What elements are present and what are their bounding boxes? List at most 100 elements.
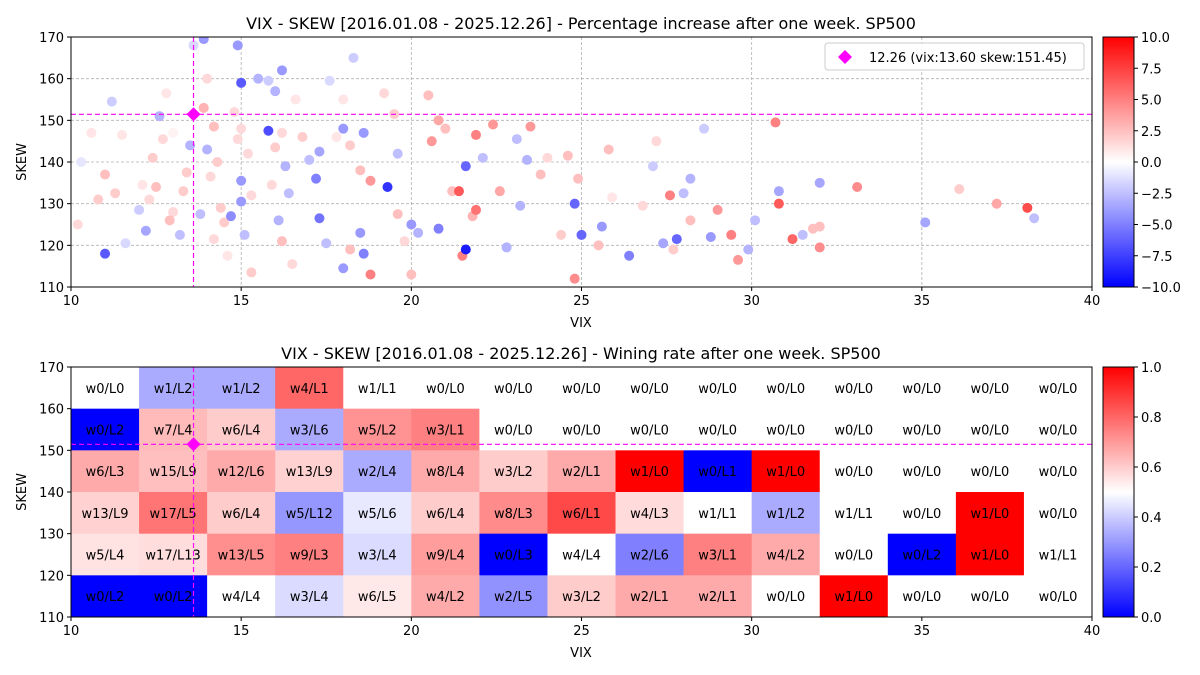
y-tick-label: 170 [39, 361, 64, 376]
heatmap-cell-label: w4/L2 [426, 590, 465, 605]
colorbar-tick-label: 7.5 [1141, 62, 1162, 77]
heatmap-cell-label: w0/L0 [630, 382, 669, 397]
heatmap-cell [343, 367, 412, 410]
colorbar-tick-label: 1.0 [1141, 361, 1162, 376]
scatter-point [365, 175, 376, 186]
heatmap-cell-label: w6/L1 [562, 507, 601, 522]
heatmap-cell-label: w0/L0 [1039, 507, 1078, 522]
heatmap-cell-label: w0/L0 [902, 465, 941, 480]
heatmap-cell-label: w6/L3 [86, 465, 125, 480]
heatmap-cell [343, 533, 412, 576]
heatmap-cell [207, 533, 276, 576]
heatmap-cell [411, 575, 480, 617]
scatter-point [699, 123, 710, 134]
scatter-point [705, 232, 716, 242]
scatter-point [208, 121, 219, 132]
scatter-point [134, 204, 145, 215]
scatter-point [433, 115, 444, 126]
colorbar-tick-label: −7.5 [1141, 250, 1173, 265]
heatmap-cell-label: w17/L13 [145, 549, 200, 564]
heatmap-cell [275, 367, 344, 410]
x-tick-label: 25 [573, 624, 590, 639]
scatter-point [624, 250, 635, 261]
heatmap-cell-label: w0/L2 [86, 424, 125, 439]
scatter-point [392, 209, 403, 220]
heatmap-cell-label: w0/L0 [902, 424, 941, 439]
colorbar-tick-label: 0.4 [1141, 511, 1162, 526]
scatter-point [324, 75, 335, 86]
scatter-point [198, 37, 209, 45]
scatter-panel: VIX - SKEW [2016.01.08 - 2025.12.26] - P… [15, 14, 1181, 331]
scatter-point [222, 250, 233, 261]
scatter-point [100, 169, 111, 180]
heatmap-cell [887, 533, 957, 576]
heatmap-cell-label: w0/L0 [766, 382, 805, 397]
heatmap-cell [887, 450, 957, 493]
scatter-point [147, 152, 158, 163]
heatmap-cell [683, 367, 753, 410]
scatter-point [470, 204, 481, 215]
scatter-point [277, 127, 288, 138]
scatter-point [345, 140, 356, 151]
heatmap-cell-label: w17/L5 [150, 507, 197, 522]
x-tick-label: 35 [914, 294, 931, 309]
scatter-point [168, 127, 179, 138]
scatter-point [246, 190, 257, 201]
heatmap-cell [71, 492, 140, 535]
heatmap-cell [411, 533, 480, 576]
heatmap-cell-label: w0/L1 [698, 465, 737, 480]
scatter-point [117, 129, 128, 140]
scatter-point [100, 248, 111, 259]
scatter-point [242, 148, 253, 159]
scatter-point [164, 215, 175, 226]
heatmap-cell-label: w0/L0 [766, 424, 805, 439]
scatter-point [593, 240, 604, 251]
heatmap-cell [275, 533, 344, 576]
colorbar-tick-label: 10.0 [1141, 31, 1170, 46]
heatmap-cell [751, 533, 821, 576]
heatmap-cell-label: w0/L0 [630, 424, 669, 439]
colorbar-tick-label: 0.0 [1141, 156, 1162, 171]
heatmap-y-ticks: 110 120 130 140 150 160 170 [39, 361, 71, 626]
scatter-point [954, 184, 965, 195]
scatter-point [198, 102, 209, 113]
scatter-point [814, 242, 825, 253]
scatter-point [263, 75, 274, 86]
scatter-point [212, 157, 223, 167]
heatmap-cell [547, 408, 617, 451]
heatmap-cell-label: w13/L9 [81, 507, 128, 522]
scatter-points [72, 37, 1040, 284]
scatter-highlight-lines [71, 37, 1092, 287]
heatmap-cell-label: w0/L2 [902, 549, 941, 564]
heatmap-cell [547, 367, 617, 410]
scatter-point [379, 88, 390, 99]
scatter-point [569, 198, 580, 209]
heatmap-panel: VIX - SKEW [2016.01.08 - 2025.12.26] - W… [15, 344, 1162, 661]
scatter-point [236, 196, 247, 207]
scatter-point [239, 229, 250, 240]
y-tick-label: 110 [39, 281, 64, 296]
heatmap-cell-label: w6/L4 [426, 507, 465, 522]
heatmap-cell [615, 450, 685, 493]
heatmap-cell-label: w1/L0 [630, 465, 669, 480]
scatter-point [678, 188, 689, 199]
heatmap-cell [343, 492, 412, 535]
heatmap-cell [343, 450, 412, 493]
heatmap-cell-label: w0/L2 [154, 590, 193, 605]
scatter-point [304, 154, 315, 165]
scatter-point [246, 267, 257, 278]
heatmap-cell [275, 450, 344, 493]
heatmap-cell-label: w4/L2 [766, 549, 805, 564]
scatter-point [297, 132, 308, 142]
heatmap-cell-label: w0/L0 [834, 424, 873, 439]
heatmap-cell-label: w1/L0 [971, 549, 1010, 564]
scatter-point [440, 123, 451, 134]
colorbar-tick-label: 0.2 [1141, 561, 1162, 576]
scatter-point [920, 217, 931, 228]
scatter-point [382, 182, 393, 192]
scatter-point [225, 211, 236, 222]
heatmap-cell [343, 575, 412, 617]
scatter-point [287, 259, 298, 270]
scatter-point [406, 269, 417, 280]
scatter-point [72, 219, 83, 230]
